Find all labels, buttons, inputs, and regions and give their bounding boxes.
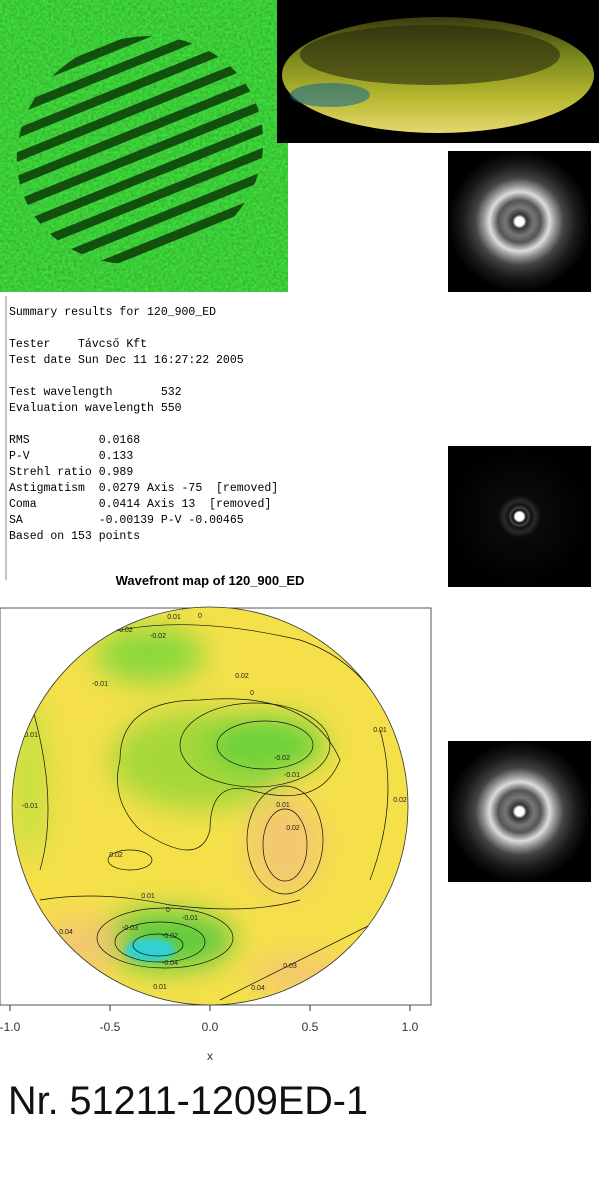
summary-line: Coma 0.0414 Axis 13 [removed]: [9, 498, 271, 511]
interferogram: [0, 0, 298, 293]
x-axis: -1.0 -0.5 0.0 0.5 1.0: [0, 1005, 419, 1034]
star-image: [448, 151, 591, 292]
contour-label: -0.04: [162, 960, 178, 967]
contour-label: -0.01: [182, 915, 198, 922]
contour-label: -0.03: [122, 925, 138, 932]
summary-line: Summary results for 120_900_ED: [9, 306, 216, 319]
summary-line: Tester Távcső Kft: [9, 338, 147, 351]
contour-label: 0.02: [393, 797, 407, 804]
x-tick-label: 1.0: [402, 1020, 419, 1034]
x-tick-label: 0.0: [202, 1020, 219, 1034]
summary-line: RMS 0.0168: [9, 434, 140, 447]
x-axis-label: x: [207, 1049, 213, 1063]
contour-label: -0.01: [22, 732, 38, 739]
star-image: [448, 741, 591, 882]
contour-label: 0.01: [141, 893, 155, 900]
x-tick-label: -0.5: [100, 1020, 121, 1034]
summary-line: Evaluation wavelength 550: [9, 402, 182, 415]
summary-line: SA -0.00139 P-V -0.00465: [9, 514, 244, 527]
summary-line: Test wavelength 532: [9, 386, 182, 399]
contour-label: 0: [250, 690, 254, 697]
contour-label: 0.04: [59, 929, 73, 936]
summary: Summary results for 120_900_ED Tester Táv…: [9, 306, 278, 543]
contour-label: 0.02: [119, 627, 133, 634]
contour-label: -0.01: [22, 803, 38, 810]
contour-label: 0.03: [283, 963, 297, 970]
summary-line: Test date Sun Dec 11 16:27:22 2005: [9, 354, 244, 367]
contour-label: 0.01: [167, 614, 181, 621]
footer-label: Nr. 51211-1209ED-1: [8, 1079, 368, 1123]
contour-label: -0.02: [162, 933, 178, 940]
star-image: [448, 446, 591, 587]
contour-label: 0.01: [373, 727, 387, 734]
contour-label: -0.02: [150, 633, 166, 640]
contour-label: -0.02: [274, 755, 290, 762]
wavefront-3d: [277, 0, 599, 143]
chart-title: Wavefront map of 120_900_ED: [116, 573, 305, 588]
summary-line: Based on 153 points: [9, 530, 140, 543]
contour-label: 0.01: [153, 984, 167, 991]
summary-line: P-V 0.133: [9, 450, 133, 463]
contour-label: 0: [198, 613, 202, 620]
contour-label: 0: [166, 907, 170, 914]
x-tick-label: 0.5: [302, 1020, 319, 1034]
contour-label: 0.02: [109, 852, 123, 859]
contour-label: 0.04: [251, 985, 265, 992]
summary-line: Astigmatism 0.0279 Axis -75 [removed]: [9, 482, 278, 495]
contour-label: 0.01: [276, 802, 290, 809]
wavefront-map: 0.02 -0.02 0.01 0 -0.01 0.02 0 -0.01 -0.02 -0.01 0…: [12, 607, 408, 1005]
contour-label: 0.02: [235, 673, 249, 680]
contour-label: 0.02: [286, 825, 300, 832]
contour-label: -0.01: [92, 681, 108, 688]
contour-label: -0.01: [284, 772, 300, 779]
summary-line: Strehl ratio 0.989: [9, 466, 133, 479]
x-tick-label: -1.0: [0, 1020, 21, 1034]
